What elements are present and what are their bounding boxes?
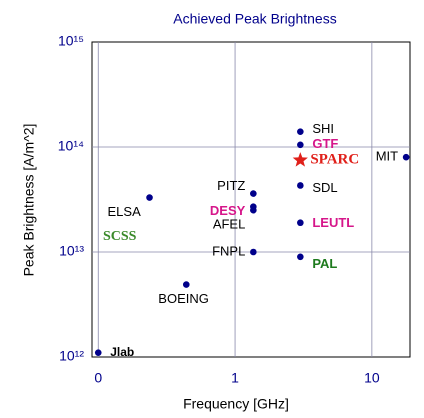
point bbox=[297, 182, 304, 189]
point-label: LEUTL bbox=[312, 215, 354, 230]
y-axis-label: Peak Brightness [A/m^2] bbox=[21, 124, 37, 277]
y-tick-label: 10¹³ bbox=[59, 243, 84, 259]
point-label: ELSA bbox=[108, 204, 142, 219]
point bbox=[250, 206, 257, 214]
point-label: BOEING bbox=[158, 291, 209, 306]
point bbox=[297, 219, 304, 227]
point-label: MIT bbox=[376, 149, 398, 164]
point bbox=[297, 128, 304, 135]
point-label: SDL bbox=[312, 180, 337, 195]
point bbox=[250, 190, 257, 197]
point-label: GTF bbox=[312, 136, 338, 151]
point-label: Jlab bbox=[110, 345, 134, 359]
point bbox=[297, 141, 304, 149]
point bbox=[402, 153, 410, 161]
plot-frame bbox=[91, 41, 411, 358]
point bbox=[182, 281, 190, 288]
x-tick-label: 10 bbox=[364, 370, 380, 386]
point bbox=[94, 349, 102, 356]
point-label: SPARC bbox=[310, 152, 359, 168]
y-tick-label: 10¹⁵ bbox=[58, 33, 84, 49]
x-tick-label: 0 bbox=[94, 370, 102, 386]
point-label: PITZ bbox=[217, 178, 245, 193]
chart-title: Achieved Peak Brightness bbox=[173, 11, 336, 27]
x-axis-label: Frequency [GHz] bbox=[183, 396, 289, 412]
point-label: PAL bbox=[312, 256, 337, 271]
point-label: DESY bbox=[210, 203, 246, 218]
star-marker bbox=[292, 152, 308, 167]
point-label: AFEL bbox=[213, 217, 246, 232]
point-label: SHI bbox=[312, 121, 334, 136]
point bbox=[297, 253, 304, 261]
annotation: SCSS bbox=[103, 229, 137, 244]
y-tick-label: 10¹² bbox=[59, 348, 84, 364]
x-tick-label: 1 bbox=[231, 370, 239, 386]
point bbox=[146, 194, 153, 201]
point bbox=[250, 248, 257, 256]
point-label: FNPL bbox=[212, 243, 245, 258]
y-tick-label: 10¹⁴ bbox=[58, 138, 84, 154]
